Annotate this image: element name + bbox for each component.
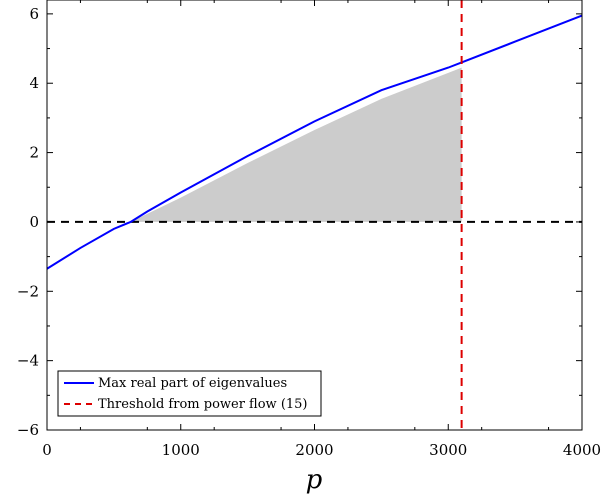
y-tick-label: 0 xyxy=(29,213,39,231)
legend-label-max-real-part: Max real part of eigenvalues xyxy=(98,376,287,391)
shaded-region-layer xyxy=(130,67,462,222)
y-tick-label: −4 xyxy=(17,352,39,370)
y-tick-label: 2 xyxy=(29,144,39,162)
x-axis-title: p xyxy=(306,465,323,495)
y-tick-label: −2 xyxy=(17,282,39,300)
x-tick-label: 1000 xyxy=(162,441,200,459)
y-tick-label: 6 xyxy=(29,5,39,23)
y-tick-label: −6 xyxy=(17,421,39,439)
shaded-region xyxy=(130,67,462,222)
legend: Max real part of eigenvalues Threshold f… xyxy=(57,370,322,417)
x-tick-label: 3000 xyxy=(429,441,467,459)
x-tick-label: 4000 xyxy=(563,441,601,459)
ticks-layer: 0 1000 2000 3000 4000 −6 −4 −2 0 2 4 6 xyxy=(17,0,601,459)
legend-label-threshold: Threshold from power flow (15) xyxy=(98,397,308,412)
y-tick-label: 4 xyxy=(29,74,39,92)
x-tick-label: 0 xyxy=(42,441,52,459)
x-tick-label: 2000 xyxy=(295,441,333,459)
series-layer xyxy=(46,0,583,430)
legend-box xyxy=(57,370,322,417)
